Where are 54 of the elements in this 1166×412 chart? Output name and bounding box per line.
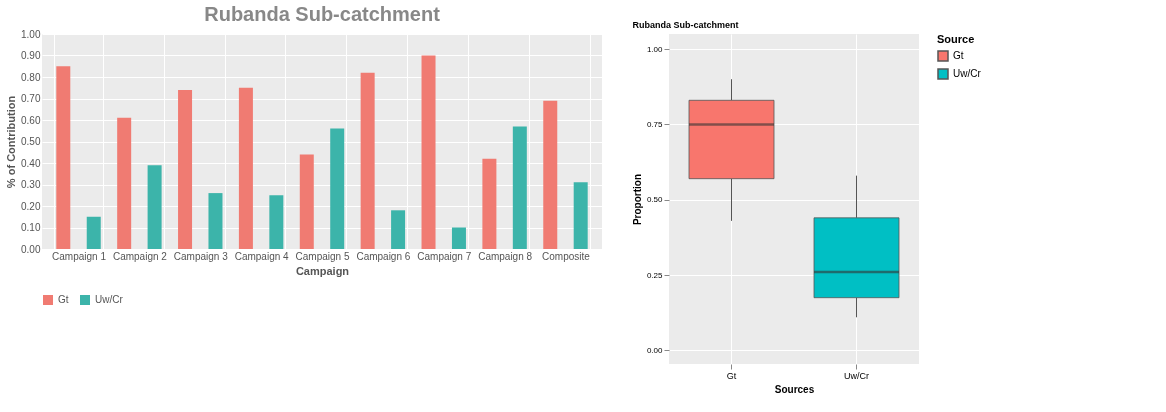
bar [543, 100, 558, 249]
y-tick-label: 0.30 [21, 179, 41, 190]
y-tick-label: 0.10 [21, 222, 41, 233]
legend-label: Gt [58, 294, 69, 305]
bar [269, 195, 284, 249]
y-tick-label: 1.00 [21, 28, 41, 40]
y-tick-label: 0.20 [21, 200, 41, 212]
bar [391, 210, 406, 249]
bar [360, 72, 375, 249]
y-tick-label: 0.90 [21, 50, 41, 61]
y-tick-label: 0.50 [646, 195, 664, 205]
bar [330, 128, 345, 249]
x-tick-label: Campaign 4 [234, 250, 290, 262]
x-tick-label: Campaign 3 [173, 250, 229, 262]
y-tick-label: 0.60 [21, 114, 41, 126]
x-tick-label: Campaign 5 [295, 250, 350, 262]
bar [56, 66, 71, 249]
y-tick-label: 0.80 [21, 71, 41, 83]
legend-label: Gt [953, 50, 964, 61]
bar [208, 193, 223, 249]
bar [482, 158, 497, 249]
bar [178, 89, 193, 249]
y-tick-label: 0.70 [21, 93, 41, 104]
y-axis-title: % of Contribution [5, 95, 18, 189]
x-tick-label: Campaign 2 [112, 250, 168, 262]
y-tick-label: 0.75 [646, 119, 664, 129]
bar [117, 117, 132, 249]
bar [421, 55, 436, 249]
y-tick-label: 1.00 [646, 44, 664, 54]
bar [86, 216, 101, 249]
x-tick-label: Campaign 1 [52, 250, 107, 262]
x-tick-label: Campaign 7 [417, 250, 472, 262]
y-tick-label: 0.00 [21, 243, 41, 255]
chart-title: Rubanda Sub-catchment [632, 20, 739, 30]
bar [451, 227, 466, 249]
legend-label: Uw/Cr [953, 68, 982, 79]
y-tick-label: 0.50 [21, 136, 41, 147]
x-tick-label: Composite [542, 250, 591, 262]
y-tick-label: 0.25 [646, 270, 664, 280]
bar [299, 154, 314, 249]
y-axis-title: Proportion [631, 173, 643, 226]
bar [147, 165, 162, 249]
x-axis-title: Campaign [295, 264, 350, 277]
x-tick-label: Campaign 8 [478, 250, 533, 262]
bar [512, 126, 527, 249]
x-axis-title: Sources [774, 383, 815, 395]
y-tick-label: 0.40 [21, 157, 41, 169]
y-tick-label: 0.00 [646, 345, 664, 355]
legend-label: Uw/Cr [95, 294, 124, 305]
x-tick-label: Campaign 6 [356, 250, 411, 262]
legend-title: Source [937, 33, 975, 45]
bar [238, 87, 253, 249]
chart-title: Rubanda Sub-catchment [204, 3, 441, 25]
bar [573, 182, 588, 249]
